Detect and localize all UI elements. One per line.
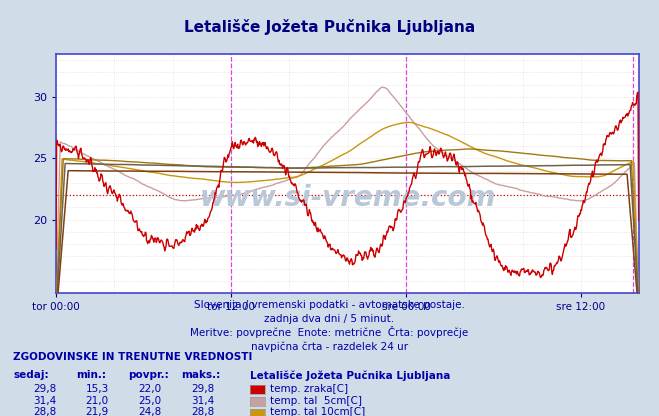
Text: 15,3: 15,3 <box>86 384 109 394</box>
Text: Letališče Jožeta Pučnika Ljubljana: Letališče Jožeta Pučnika Ljubljana <box>250 370 451 381</box>
Text: temp. tal  5cm[C]: temp. tal 5cm[C] <box>270 396 362 406</box>
Text: 24,8: 24,8 <box>138 407 161 416</box>
Text: Slovenija / vremenski podatki - avtomatske postaje.
zadnja dva dni / 5 minut.: Slovenija / vremenski podatki - avtomats… <box>194 300 465 324</box>
Text: www.si-vreme.com: www.si-vreme.com <box>200 183 496 212</box>
Text: 25,0: 25,0 <box>138 396 161 406</box>
Text: 28,8: 28,8 <box>33 407 56 416</box>
Text: sedaj:: sedaj: <box>13 370 49 380</box>
Text: 29,8: 29,8 <box>191 384 214 394</box>
Text: ZGODOVINSKE IN TRENUTNE VREDNOSTI: ZGODOVINSKE IN TRENUTNE VREDNOSTI <box>13 352 252 362</box>
Text: 29,8: 29,8 <box>33 384 56 394</box>
Text: min.:: min.: <box>76 370 106 380</box>
Text: 28,8: 28,8 <box>191 407 214 416</box>
Text: povpr.:: povpr.: <box>129 370 169 380</box>
Text: Letališče Jožeta Pučnika Ljubljana: Letališče Jožeta Pučnika Ljubljana <box>184 19 475 35</box>
Text: 21,0: 21,0 <box>86 396 109 406</box>
Text: maks.:: maks.: <box>181 370 221 380</box>
Text: 31,4: 31,4 <box>191 396 214 406</box>
Text: Meritve: povprečne  Enote: metrične  Črta: povprečje
navpična črta - razdelek 24: Meritve: povprečne Enote: metrične Črta:… <box>190 326 469 352</box>
Text: temp. tal 10cm[C]: temp. tal 10cm[C] <box>270 407 366 416</box>
Text: 21,9: 21,9 <box>86 407 109 416</box>
Text: temp. zraka[C]: temp. zraka[C] <box>270 384 349 394</box>
Text: 22,0: 22,0 <box>138 384 161 394</box>
Text: 31,4: 31,4 <box>33 396 56 406</box>
